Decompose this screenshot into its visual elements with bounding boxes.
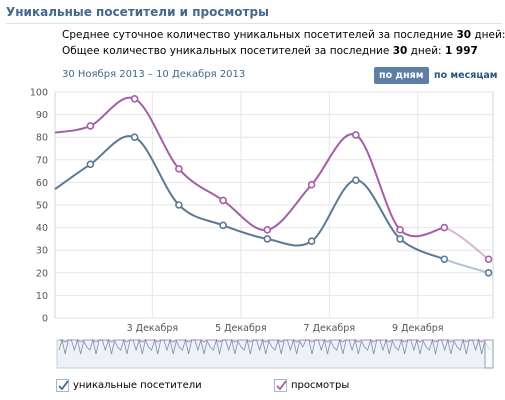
series-line-visitors <box>54 135 445 261</box>
stat1-days: 30 <box>456 29 472 41</box>
stat2-prefix: Общее количество уникальных посетителей … <box>62 45 393 57</box>
data-point-visitors <box>219 221 227 230</box>
navigator-sparkline-visitors <box>58 338 492 355</box>
by-months-button[interactable]: по месяцам <box>434 70 498 81</box>
y-tick-label: 10 <box>36 291 48 302</box>
data-point-views <box>440 223 449 232</box>
legend-views-toggle[interactable]: просмотры <box>274 378 349 392</box>
data-point-visitors <box>484 268 493 277</box>
x-tick-label: 7 Декабря <box>304 323 356 334</box>
data-point-visitors <box>175 201 183 209</box>
y-tick-label: 90 <box>36 110 48 121</box>
data-point-views <box>130 94 139 103</box>
data-point-visitors <box>307 237 316 245</box>
checkmark-icon <box>58 379 69 390</box>
chart-grid <box>54 91 494 319</box>
x-tick-label: 3 Декабря <box>127 323 179 334</box>
x-axis-ticks: 3 Декабря 5 Декабря 7 Декабря 9 Декабря <box>127 323 444 334</box>
stat2-value: 1 997 <box>444 45 478 57</box>
data-point-views <box>175 165 183 173</box>
data-point-views <box>484 255 493 264</box>
by-days-button[interactable]: по дням <box>374 67 429 84</box>
series-line-partial-views <box>444 226 490 261</box>
series-line-partial-visitors <box>444 258 489 274</box>
x-tick-label: 9 Декабря <box>392 323 444 334</box>
y-tick-label: 70 <box>36 155 48 166</box>
legend-views-label: просмотры <box>291 379 350 391</box>
chart-series <box>54 94 493 277</box>
data-point-views <box>352 131 360 139</box>
stat1-mid: дней: <box>471 29 505 41</box>
views-checkbox[interactable] <box>274 378 287 392</box>
y-tick-label: 50 <box>36 201 48 212</box>
navigator-selection-handle <box>484 339 494 369</box>
y-tick-label: 20 <box>36 268 48 279</box>
data-point-visitors <box>130 133 139 141</box>
legend-visitors-toggle[interactable]: уникальные посетители <box>56 378 202 392</box>
data-point-views <box>307 180 316 189</box>
y-tick-label: 30 <box>36 246 48 257</box>
range-navigator[interactable] <box>56 338 494 369</box>
data-point-visitors <box>396 235 404 243</box>
data-point-visitors <box>263 235 272 243</box>
section-title: Уникальные посетители и просмотры <box>6 5 502 24</box>
data-point-visitors <box>86 160 95 169</box>
x-tick-label: 5 Декабря <box>215 323 267 334</box>
y-tick-label: 40 <box>36 223 48 234</box>
stat2-mid: дней: <box>407 45 445 57</box>
y-tick-label: 0 <box>42 314 48 325</box>
total-visitors-stat: Общее количество уникальных посетителей … <box>62 45 478 57</box>
y-tick-label: 60 <box>36 178 48 189</box>
data-point-views <box>219 196 227 205</box>
data-point-visitors <box>440 255 449 264</box>
stat2-days: 30 <box>392 45 408 57</box>
average-visitors-stat: Среднее суточное количество уникальных п… <box>62 29 505 41</box>
data-point-views <box>263 226 272 234</box>
legend-visitors-label: уникальные посетители <box>73 379 202 391</box>
checkmark-icon <box>276 379 287 390</box>
data-point-views <box>86 122 95 130</box>
y-axis-ticks: 0 10 20 30 40 50 60 70 80 90 100 <box>30 88 48 325</box>
series-line-views <box>54 96 445 238</box>
data-point-visitors <box>352 176 360 184</box>
data-point-views <box>396 226 404 234</box>
stat1-prefix: Среднее суточное количество уникальных п… <box>62 29 457 41</box>
y-tick-label: 100 <box>30 88 48 99</box>
visitors-checkbox[interactable] <box>56 378 69 392</box>
date-range-link[interactable]: 30 Ноября 2013 – 10 Декабря 2013 <box>62 69 246 80</box>
y-tick-label: 80 <box>36 133 48 144</box>
